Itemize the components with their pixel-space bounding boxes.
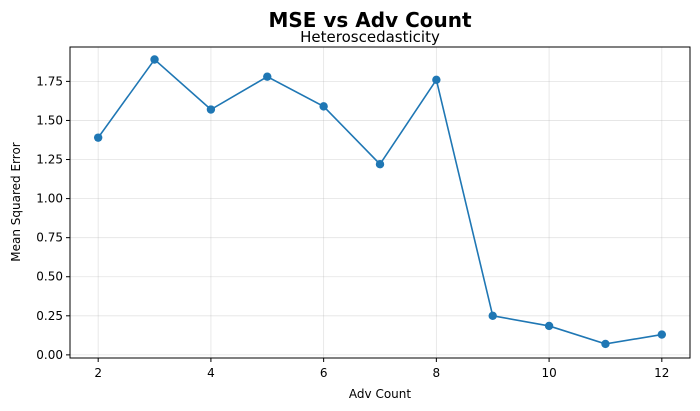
x-axis-label: Adv Count — [349, 387, 411, 401]
x-axis-ticks: 2 4 6 8 10 12 — [94, 358, 669, 380]
chart-title: MSE vs Adv Count — [268, 8, 472, 32]
data-point — [432, 75, 441, 85]
series-group — [93, 55, 667, 349]
y-tick-label: 0.75 — [36, 231, 63, 245]
data-point — [93, 133, 103, 142]
y-tick-label: 1.50 — [36, 113, 63, 127]
data-point — [150, 55, 159, 64]
grid — [70, 47, 690, 358]
y-tick-label: 0.00 — [36, 348, 63, 362]
y-axis-label: Mean Squared Error — [9, 142, 23, 262]
chart-subtitle: Heteroscedasticity — [300, 28, 440, 46]
x-tick-label: 6 — [320, 366, 328, 380]
x-tick-label: 12 — [654, 366, 669, 380]
data-point — [601, 339, 610, 349]
data-point — [544, 321, 554, 331]
data-point — [319, 102, 328, 111]
y-tick-label: 1.75 — [36, 74, 63, 88]
data-point — [657, 330, 667, 339]
x-tick-label: 4 — [207, 366, 215, 380]
data-point — [263, 72, 272, 81]
y-tick-label: 0.25 — [36, 309, 63, 323]
plot-area-frame — [69, 46, 691, 359]
y-axis-ticks: 0.00 0.25 0.50 0.75 1.00 1.25 1.50 1.75 — [36, 74, 70, 362]
y-tick-label: 1.25 — [36, 153, 63, 167]
x-tick-label: 10 — [541, 366, 556, 380]
y-tick-label: 1.00 — [36, 192, 63, 206]
x-tick-label: 2 — [94, 366, 102, 380]
y-tick-label: 0.50 — [36, 270, 63, 284]
data-point — [375, 160, 385, 169]
x-tick-label: 8 — [433, 366, 441, 380]
data-point — [206, 105, 216, 114]
series-line — [97, 58, 662, 345]
data-point — [488, 311, 497, 321]
